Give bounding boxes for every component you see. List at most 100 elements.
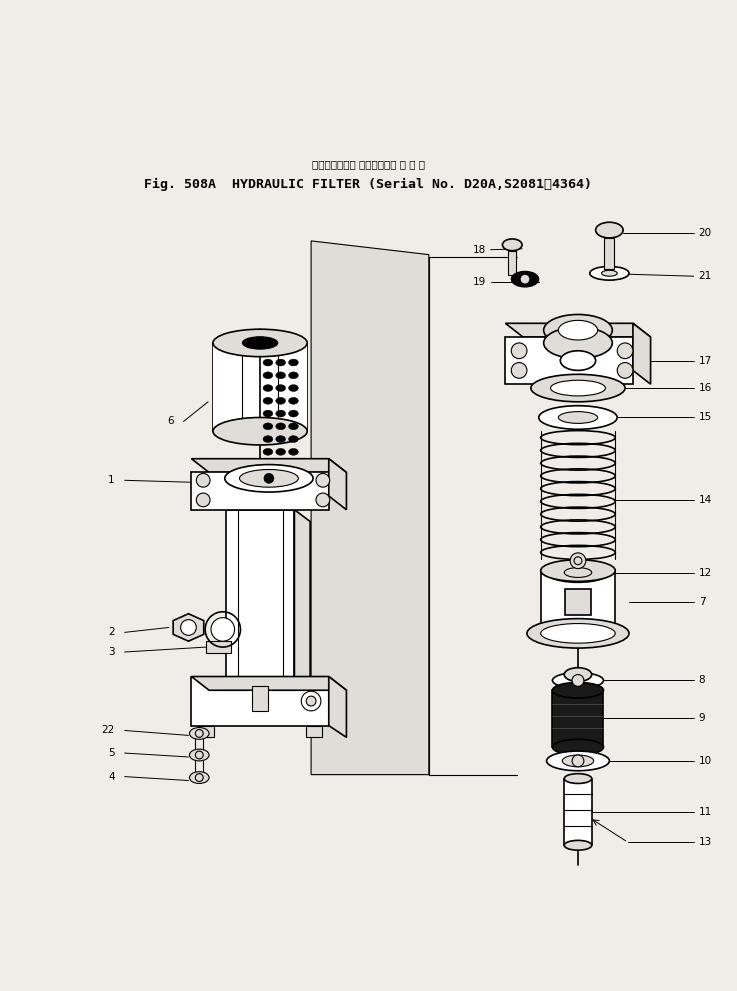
Text: 11: 11: [699, 807, 712, 817]
Ellipse shape: [565, 668, 592, 682]
Circle shape: [617, 363, 633, 379]
Text: 9: 9: [699, 713, 705, 722]
Ellipse shape: [551, 381, 606, 396]
Circle shape: [511, 363, 527, 379]
Circle shape: [211, 617, 234, 641]
Ellipse shape: [539, 405, 617, 429]
Ellipse shape: [544, 327, 612, 359]
Ellipse shape: [595, 222, 623, 238]
Circle shape: [570, 553, 586, 569]
Circle shape: [195, 774, 203, 782]
Text: 15: 15: [699, 412, 712, 422]
Ellipse shape: [289, 359, 298, 366]
Circle shape: [181, 619, 196, 635]
Ellipse shape: [559, 411, 598, 423]
Polygon shape: [192, 677, 346, 691]
Circle shape: [520, 275, 530, 284]
Ellipse shape: [289, 436, 298, 443]
Text: 18: 18: [472, 245, 486, 255]
Circle shape: [195, 729, 203, 737]
Ellipse shape: [276, 385, 286, 391]
Text: 2: 2: [108, 627, 115, 637]
Circle shape: [572, 755, 584, 767]
Ellipse shape: [289, 423, 298, 430]
Ellipse shape: [565, 840, 592, 850]
Bar: [553, 691, 604, 747]
Ellipse shape: [547, 563, 609, 583]
Bar: [565, 779, 592, 845]
Polygon shape: [311, 241, 429, 775]
Ellipse shape: [189, 727, 209, 739]
Circle shape: [264, 474, 274, 484]
Text: 3: 3: [108, 647, 115, 657]
Polygon shape: [329, 677, 346, 737]
Ellipse shape: [263, 410, 273, 417]
Circle shape: [301, 692, 321, 711]
Ellipse shape: [565, 774, 592, 784]
Text: 1: 1: [108, 476, 115, 486]
Bar: [506, 337, 633, 385]
Text: 16: 16: [699, 384, 712, 393]
Ellipse shape: [601, 271, 617, 276]
Ellipse shape: [276, 372, 286, 379]
Ellipse shape: [553, 739, 604, 755]
Ellipse shape: [289, 385, 298, 391]
Ellipse shape: [527, 618, 629, 648]
Text: 17: 17: [699, 356, 712, 366]
Ellipse shape: [289, 397, 298, 404]
Bar: [213, 343, 307, 431]
Ellipse shape: [242, 337, 278, 349]
Ellipse shape: [560, 351, 595, 371]
Ellipse shape: [189, 749, 209, 761]
Text: 20: 20: [699, 228, 712, 238]
Ellipse shape: [263, 436, 273, 443]
Bar: [306, 725, 322, 737]
Ellipse shape: [276, 423, 286, 430]
Ellipse shape: [263, 385, 273, 391]
Ellipse shape: [547, 751, 609, 771]
Ellipse shape: [289, 372, 298, 379]
Bar: [226, 509, 294, 677]
Polygon shape: [294, 509, 310, 689]
Ellipse shape: [531, 375, 625, 401]
Text: 7: 7: [699, 597, 705, 606]
Ellipse shape: [289, 410, 298, 417]
Ellipse shape: [503, 239, 522, 251]
Circle shape: [196, 474, 210, 488]
Bar: [509, 251, 516, 275]
Ellipse shape: [263, 423, 273, 430]
Circle shape: [306, 696, 316, 706]
Text: 13: 13: [699, 837, 712, 847]
Ellipse shape: [240, 470, 298, 488]
Text: 21: 21: [699, 272, 712, 281]
Bar: [198, 725, 214, 737]
Text: 10: 10: [699, 756, 712, 766]
Circle shape: [195, 751, 203, 759]
Ellipse shape: [263, 372, 273, 379]
Ellipse shape: [213, 329, 307, 357]
Text: 8: 8: [699, 676, 705, 686]
Polygon shape: [633, 323, 651, 385]
Circle shape: [617, 343, 633, 359]
Ellipse shape: [541, 623, 615, 643]
Polygon shape: [192, 459, 346, 473]
Ellipse shape: [559, 320, 598, 340]
Ellipse shape: [289, 448, 298, 455]
Ellipse shape: [263, 448, 273, 455]
Polygon shape: [329, 459, 346, 509]
Bar: [192, 473, 329, 509]
Polygon shape: [173, 613, 203, 641]
Text: 4: 4: [108, 772, 115, 782]
Ellipse shape: [276, 436, 286, 443]
Ellipse shape: [541, 560, 615, 582]
Ellipse shape: [544, 314, 612, 346]
Ellipse shape: [565, 568, 592, 578]
Circle shape: [196, 494, 210, 506]
Bar: [252, 687, 268, 711]
Ellipse shape: [263, 397, 273, 404]
Bar: [565, 590, 591, 614]
Ellipse shape: [276, 448, 286, 455]
Bar: [206, 641, 231, 653]
Circle shape: [574, 557, 582, 565]
Ellipse shape: [225, 465, 313, 493]
